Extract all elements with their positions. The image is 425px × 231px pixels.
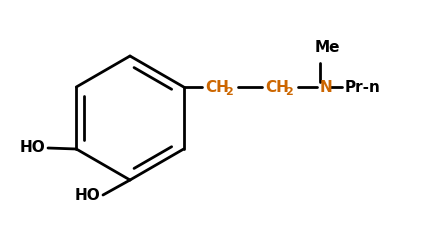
Text: 2: 2 [285, 87, 293, 97]
Text: N: N [320, 79, 333, 94]
Text: CH: CH [265, 79, 289, 94]
Text: CH: CH [205, 79, 229, 94]
Text: HO: HO [75, 188, 101, 203]
Text: Pr-n: Pr-n [345, 79, 381, 94]
Text: 2: 2 [225, 87, 233, 97]
Text: HO: HO [20, 140, 46, 155]
Text: Me: Me [315, 40, 340, 55]
